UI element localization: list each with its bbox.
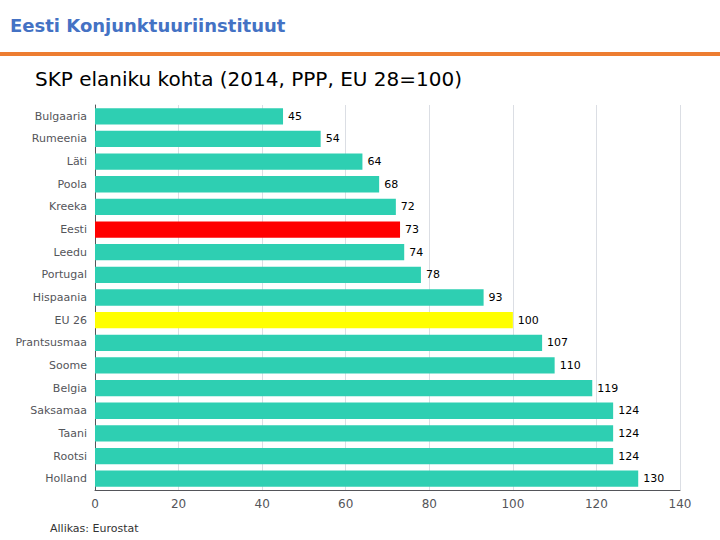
svg-text:Holland: Holland (45, 472, 87, 485)
svg-text:EU 26: EU 26 (55, 314, 88, 327)
svg-text:Hispaania: Hispaania (33, 291, 87, 304)
svg-text:100: 100 (501, 497, 524, 511)
svg-text:124: 124 (618, 404, 639, 417)
svg-text:Kreeka: Kreeka (49, 200, 87, 213)
svg-text:Eesti: Eesti (60, 223, 87, 236)
svg-text:74: 74 (409, 246, 423, 259)
svg-text:Rumeenia: Rumeenia (32, 132, 87, 145)
svg-text:60: 60 (338, 497, 353, 511)
svg-text:Leedu: Leedu (54, 246, 87, 259)
svg-text:Eesti Konjunktuuriinstituut: Eesti Konjunktuuriinstituut (10, 15, 286, 36)
svg-text:80: 80 (422, 497, 437, 511)
svg-text:45: 45 (288, 110, 302, 123)
svg-text:Rootsi: Rootsi (53, 450, 87, 463)
svg-text:93: 93 (489, 291, 503, 304)
svg-text:124: 124 (618, 427, 639, 440)
svg-text:20: 20 (171, 497, 186, 511)
svg-text:40: 40 (255, 497, 270, 511)
svg-text:SKP elaniku kohta (2014, PPP,: SKP elaniku kohta (2014, PPP, EU 28=100) (35, 67, 462, 91)
svg-text:140: 140 (669, 497, 692, 511)
svg-text:Portugal: Portugal (41, 268, 87, 281)
svg-text:110: 110 (560, 359, 581, 372)
svg-text:130: 130 (643, 472, 664, 485)
svg-text:72: 72 (401, 200, 415, 213)
svg-text:Taani: Taani (58, 427, 87, 440)
svg-text:68: 68 (384, 178, 398, 191)
svg-text:64: 64 (367, 155, 381, 168)
svg-text:Prantsusmaa: Prantsusmaa (15, 336, 87, 349)
svg-text:Läti: Läti (67, 155, 87, 168)
svg-text:124: 124 (618, 450, 639, 463)
svg-text:Allikas: Eurostat: Allikas: Eurostat (50, 522, 139, 535)
svg-text:Saksamaa: Saksamaa (30, 404, 87, 417)
svg-text:107: 107 (547, 336, 568, 349)
svg-text:Belgia: Belgia (53, 382, 87, 395)
svg-text:0: 0 (91, 497, 99, 511)
svg-text:54: 54 (326, 132, 340, 145)
svg-text:120: 120 (585, 497, 608, 511)
svg-text:Soome: Soome (49, 359, 87, 372)
svg-text:100: 100 (518, 314, 539, 327)
svg-text:Poola: Poola (58, 178, 88, 191)
svg-text:119: 119 (597, 382, 618, 395)
svg-text:73: 73 (405, 223, 419, 236)
svg-text:Bulgaaria: Bulgaaria (35, 110, 87, 123)
svg-text:78: 78 (426, 268, 440, 281)
